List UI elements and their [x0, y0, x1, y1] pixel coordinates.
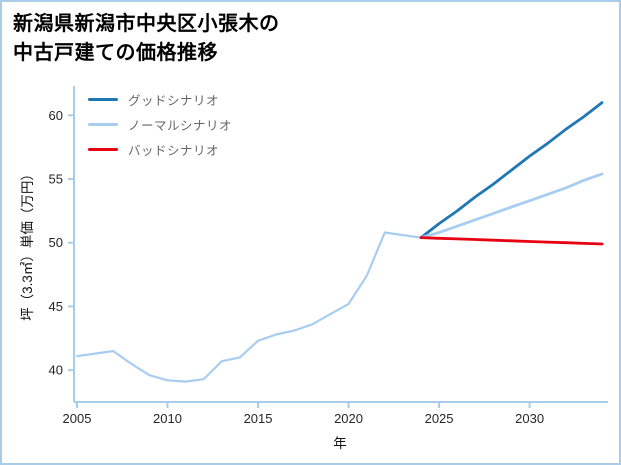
legend-label-normal-scenario: ノーマルシナリオ — [128, 119, 233, 133]
legend-item-bad-scenario: バッドシナリオ — [88, 137, 232, 162]
x-tick-label: 2030 — [515, 411, 544, 426]
x-axis-label: 年 — [333, 436, 347, 451]
chart-title-line2: 中古戸建ての価格推移 — [13, 42, 218, 64]
x-tick-label: 2025 — [425, 411, 454, 426]
y-tick-label: 45 — [49, 299, 63, 314]
y-tick-label: 55 — [49, 172, 63, 187]
series-line-normal-scenario — [419, 172, 604, 240]
legend-line-normal-scenario — [88, 123, 118, 126]
y-tick-label: 40 — [49, 363, 63, 378]
series-line-history — [75, 231, 423, 383]
legend-line-good-scenario — [88, 98, 118, 101]
legend-item-good-scenario: グッドシナリオ — [88, 87, 232, 112]
y-tick-label: 60 — [49, 108, 63, 123]
chart-legend: グッドシナリオ ノーマルシナリオ バッドシナリオ — [88, 87, 232, 162]
legend-label-bad-scenario: バッドシナリオ — [128, 144, 220, 158]
x-tick-label: 2020 — [334, 411, 363, 426]
x-tick-label: 2010 — [153, 411, 182, 426]
legend-label-good-scenario: グッドシナリオ — [128, 94, 220, 108]
legend-line-bad-scenario — [88, 148, 118, 151]
chart-title-line1: 新潟県新潟市中央区小張木の — [13, 13, 280, 35]
y-tick-label: 50 — [49, 235, 63, 250]
series-line-good-scenario — [419, 101, 604, 240]
y-axis-label: 坪（3.3㎡）単価（万円） — [20, 167, 35, 321]
series-line-bad-scenario — [419, 236, 604, 246]
x-tick-label: 2015 — [244, 411, 273, 426]
chart-title: 新潟県新潟市中央区小張木の 中古戸建ての価格推移 — [13, 10, 280, 68]
x-tick-label: 2005 — [63, 411, 92, 426]
legend-item-normal-scenario: ノーマルシナリオ — [88, 112, 232, 137]
